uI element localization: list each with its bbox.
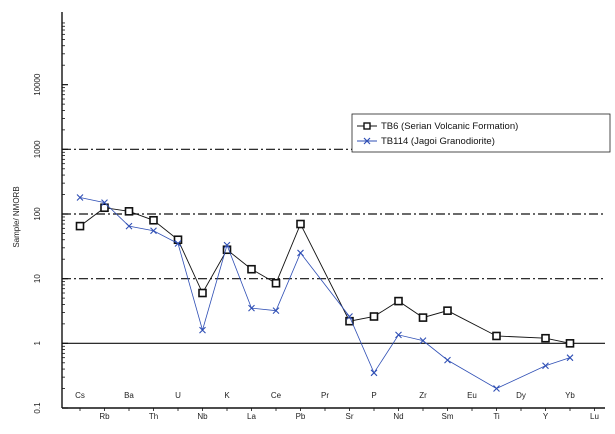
x-tick-label-pr: Pr	[321, 391, 329, 400]
point-sr	[346, 313, 353, 320]
point-rb	[100, 203, 109, 213]
x-tick-label-cs: Cs	[75, 391, 85, 400]
legend-box	[351, 113, 611, 153]
y-axis-ticks: 0.1 1 10 100 1000 10000	[33, 22, 68, 414]
x-tick-label-th: Th	[149, 412, 158, 421]
point-u	[174, 240, 182, 247]
x-tick-label-la: La	[247, 412, 256, 421]
point-la	[247, 264, 256, 274]
x-tick-label-rb: Rb	[99, 412, 110, 421]
x-tick-label-yb: Yb	[565, 391, 575, 400]
x-tick-label-nd: Nd	[393, 412, 403, 421]
x-tick-label-y: Y	[543, 412, 549, 421]
y-tick-label: 0.1	[33, 402, 42, 414]
x-tick-label-ti: Ti	[493, 412, 500, 421]
point-sr	[345, 316, 354, 326]
x-tick-label-sm: Sm	[442, 412, 454, 421]
point-pb	[297, 249, 304, 257]
legend-label-tb6: TB6 (Serian Volcanic Formation)	[381, 121, 518, 132]
point-nd	[395, 331, 402, 339]
y-axis-label: Sample/ NMORB	[12, 186, 21, 247]
point-ti	[492, 331, 501, 341]
point-sm	[443, 306, 452, 315]
point-ba	[124, 207, 134, 216]
y-tick-label: 1000	[33, 140, 42, 158]
point-ba	[125, 222, 133, 230]
point-p	[370, 369, 378, 377]
point-rb	[101, 199, 108, 207]
point-y	[541, 333, 550, 343]
x-tick-label-zr: Zr	[419, 391, 427, 400]
point-zr	[419, 337, 427, 345]
point-y	[542, 362, 549, 370]
point-ce	[271, 278, 281, 288]
point-th	[149, 215, 158, 225]
x-tick-label-ba: Ba	[124, 391, 134, 400]
y-tick-label: 10000	[33, 73, 42, 96]
x-tick-label-eu: Eu	[467, 391, 477, 400]
point-nb	[198, 288, 207, 298]
x-tick-label-ce: Ce	[271, 391, 282, 400]
point-yb	[566, 354, 574, 362]
point-cs	[76, 194, 84, 201]
series-tb114	[76, 194, 574, 392]
y-tick-label: 100	[33, 207, 42, 221]
series-group	[75, 194, 575, 392]
legend-marker-tb114	[363, 137, 371, 145]
legend: TB6 (Serian Volcanic Formation) TB114 (J…	[351, 113, 611, 153]
legend-label-tb114: TB114 (Jagoi Granodiorite)	[381, 136, 495, 147]
x-tick-label-dy: Dy	[516, 391, 526, 400]
point-pb	[296, 219, 305, 229]
x-tick-label-u: U	[175, 391, 181, 400]
x-tick-label-sr: Sr	[346, 412, 354, 421]
point-sm	[444, 356, 451, 364]
point-k	[223, 241, 231, 249]
axes	[61, 12, 605, 409]
x-tick-label-p: P	[371, 391, 376, 400]
x-tick-label-lu: Lu	[590, 412, 599, 421]
legend-marker-tb6	[363, 122, 371, 130]
point-la	[248, 304, 255, 312]
point-nb	[199, 326, 206, 334]
y-tick-label: 1	[33, 341, 42, 346]
point-ce	[272, 307, 280, 315]
series-tb6	[75, 203, 575, 348]
x-axis-categories: Cs Rb Ba Th U Nb K La Ce Pb Pr Sr P Nd Zr Sm Eu Ti Dy Y Yb Lu	[75, 391, 599, 421]
point-nd	[394, 296, 403, 306]
point-yb	[565, 339, 575, 348]
grid-lines	[62, 148, 605, 344]
point-ti	[493, 385, 500, 392]
point-cs	[75, 221, 85, 231]
point-p	[369, 312, 379, 321]
x-tick-label-k: K	[224, 391, 230, 400]
point-th	[150, 227, 157, 235]
point-zr	[418, 313, 428, 322]
x-tick-label-pb: Pb	[296, 412, 306, 421]
series-line	[79, 207, 571, 344]
x-tick-label-nb: Nb	[197, 412, 208, 421]
y-tick-label: 10	[33, 274, 42, 283]
series-line	[79, 197, 571, 389]
